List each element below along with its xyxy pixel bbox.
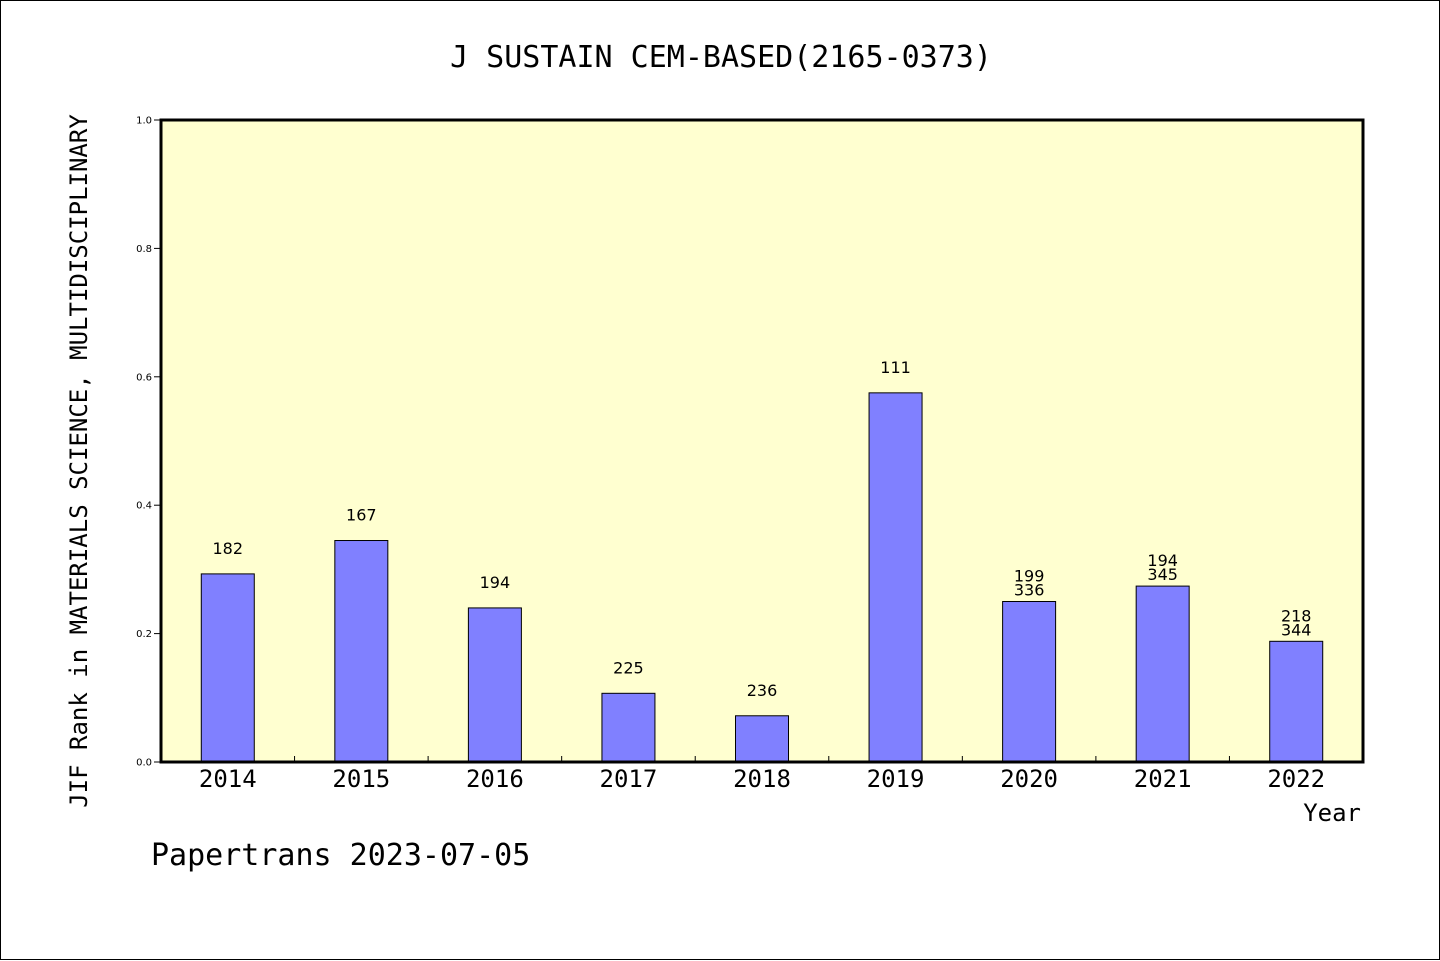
x-tick-label: 2021 [1134,765,1192,793]
bar [868,392,923,763]
x-tick-label: 2018 [733,765,791,793]
y-tick-label: 0.4 [136,501,152,512]
data-label: 345 [1147,565,1178,584]
bar [1135,585,1190,763]
x-tick-label: 2015 [332,765,390,793]
chart-title: J SUSTAIN CEM-BASED(2165-0373) [450,40,992,75]
bar [1002,601,1057,763]
x-tick-label: 2017 [600,765,658,793]
bar [735,715,789,763]
y-tick-label: 0.0 [136,758,152,769]
y-tick-label: 0.2 [136,629,152,640]
footer-text: Papertrans 2023-07-05 [151,838,530,873]
x-tick-label: 2019 [867,765,925,793]
y-axis-ticks: 0.0 0.2 0.4 0.6 0.8 1.0 [136,116,161,769]
x-tick-label: 2022 [1267,765,1325,793]
x-axis-label: Year [1303,799,1361,827]
bar [200,573,255,763]
y-axis-label: JIF Rank in MATERIALS SCIENCE, MULTIDISC… [65,114,93,808]
data-label: 194 [480,573,511,592]
data-label: 111 [880,358,911,377]
plot-border [159,118,1365,764]
data-label: 194 [1147,551,1178,570]
data-label: 218 [1281,606,1312,625]
x-tick-label: 2020 [1000,765,1058,793]
x-axis-ticks: 2014 2015 2016 2017 2018 2019 2020 2021 2022 [199,756,1325,793]
bar [601,692,656,763]
bar [334,540,389,763]
data-label: 344 [1281,620,1312,639]
x-tick-label: 2016 [466,765,524,793]
data-label: 182 [213,539,244,558]
x-tick-label: 2014 [199,765,257,793]
y-tick-label: 1.0 [136,116,152,127]
bar-series [200,392,1324,763]
data-label: 199 [1014,567,1045,586]
data-label: 167 [346,506,377,525]
data-label: 236 [747,681,778,700]
bar [1269,640,1324,763]
bar [467,607,522,763]
data-label: 225 [613,658,644,677]
data-label: 336 [1014,581,1045,600]
y-tick-label: 0.6 [136,372,152,383]
y-tick-label: 0.8 [136,244,152,255]
